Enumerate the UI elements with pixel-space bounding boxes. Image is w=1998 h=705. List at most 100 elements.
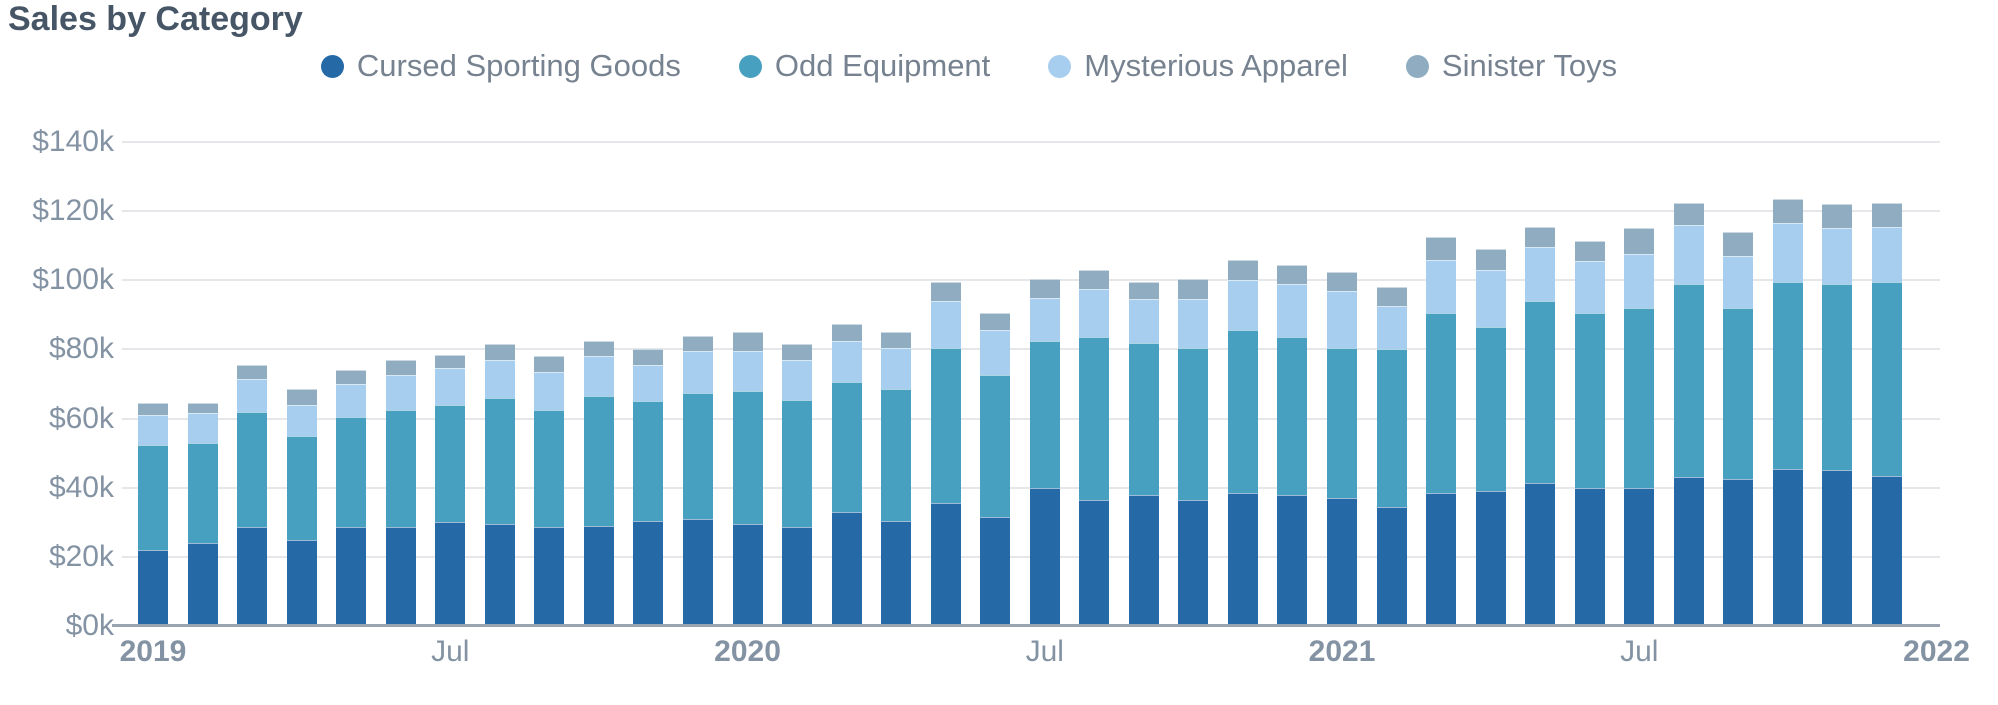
bar-segment-2021-09-sinister-toys[interactable] [1723, 231, 1754, 257]
bar-segment-2020-01-cursed-sporting-goods[interactable] [732, 524, 763, 626]
bar-segment-2019-04-odd-equipment[interactable] [286, 435, 317, 540]
bar-segment-2021-08-cursed-sporting-goods[interactable] [1673, 477, 1704, 626]
bar-segment-2019-08-odd-equipment[interactable] [484, 397, 515, 525]
bar-segment-2019-04-mysterious-apparel[interactable] [286, 404, 317, 436]
bar-segment-2020-11-sinister-toys[interactable] [1227, 259, 1258, 281]
bar-segment-2019-01-sinister-toys[interactable] [138, 403, 168, 416]
bar-segment-2021-08-sinister-toys[interactable] [1673, 202, 1704, 225]
bar-segment-2019-05-odd-equipment[interactable] [336, 416, 367, 528]
bar-segment-2021-06-mysterious-apparel[interactable] [1574, 261, 1605, 314]
bar-segment-2020-04-sinister-toys[interactable] [881, 332, 912, 348]
bar-segment-2020-05-odd-equipment[interactable] [930, 347, 961, 504]
bar-segment-2019-05-mysterious-apparel[interactable] [336, 384, 367, 417]
bar-segment-2021-07-mysterious-apparel[interactable] [1624, 254, 1655, 308]
bar-segment-2020-09-mysterious-apparel[interactable] [1128, 299, 1159, 343]
bar-segment-2020-04-odd-equipment[interactable] [881, 389, 912, 521]
bar-segment-2021-08-mysterious-apparel[interactable] [1673, 224, 1704, 284]
bar-segment-2020-05-mysterious-apparel[interactable] [930, 301, 961, 348]
legend-item-mysterious-apparel[interactable]: Mysterious Apparel [1048, 48, 1348, 84]
bar-segment-2021-06-cursed-sporting-goods[interactable] [1574, 487, 1605, 626]
bar-segment-2019-08-cursed-sporting-goods[interactable] [484, 524, 515, 626]
bar-segment-2020-08-mysterious-apparel[interactable] [1079, 288, 1110, 338]
bar-segment-2019-10-odd-equipment[interactable] [583, 396, 614, 526]
bar-segment-2020-05-sinister-toys[interactable] [930, 282, 961, 302]
bar-segment-2020-07-sinister-toys[interactable] [1029, 278, 1060, 298]
bar-segment-2019-02-sinister-toys[interactable] [187, 403, 218, 414]
bar-segment-2020-06-sinister-toys[interactable] [980, 313, 1011, 331]
bar-segment-2020-03-odd-equipment[interactable] [831, 382, 862, 512]
bar-segment-2021-12-odd-equipment[interactable] [1872, 282, 1902, 476]
bar-segment-2019-09-odd-equipment[interactable] [534, 409, 565, 528]
bar-segment-2020-12-odd-equipment[interactable] [1277, 337, 1308, 495]
bar-segment-2021-07-odd-equipment[interactable] [1624, 307, 1655, 488]
bar-segment-2021-12-cursed-sporting-goods[interactable] [1872, 475, 1902, 626]
bar-segment-2019-07-cursed-sporting-goods[interactable] [435, 522, 466, 626]
bar-segment-2021-10-cursed-sporting-goods[interactable] [1772, 468, 1803, 626]
bar-segment-2019-04-sinister-toys[interactable] [286, 389, 317, 405]
bar-segment-2020-09-odd-equipment[interactable] [1128, 342, 1159, 495]
bar-segment-2019-03-odd-equipment[interactable] [237, 411, 268, 528]
legend-item-sinister-toys[interactable]: Sinister Toys [1405, 48, 1617, 84]
bar-segment-2019-06-odd-equipment[interactable] [385, 409, 416, 528]
bar-segment-2021-05-mysterious-apparel[interactable] [1525, 247, 1556, 302]
bar-segment-2021-12-mysterious-apparel[interactable] [1872, 226, 1902, 283]
bar-segment-2021-01-cursed-sporting-goods[interactable] [1327, 498, 1358, 626]
bar-segment-2019-07-sinister-toys[interactable] [435, 354, 466, 369]
bar-segment-2020-03-sinister-toys[interactable] [831, 323, 862, 341]
bar-segment-2019-09-mysterious-apparel[interactable] [534, 371, 565, 410]
bar-segment-2019-07-mysterious-apparel[interactable] [435, 368, 466, 405]
bar-segment-2021-03-mysterious-apparel[interactable] [1426, 259, 1457, 314]
bar-segment-2019-05-cursed-sporting-goods[interactable] [336, 527, 367, 626]
bar-segment-2019-04-cursed-sporting-goods[interactable] [286, 539, 317, 626]
bar-segment-2019-10-mysterious-apparel[interactable] [583, 356, 614, 397]
bar-segment-2019-03-mysterious-apparel[interactable] [237, 378, 268, 412]
bar-segment-2019-01-odd-equipment[interactable] [138, 444, 168, 550]
bar-segment-2020-06-mysterious-apparel[interactable] [980, 330, 1011, 376]
bar-segment-2021-11-sinister-toys[interactable] [1822, 204, 1853, 229]
bar-segment-2020-03-mysterious-apparel[interactable] [831, 340, 862, 383]
bar-segment-2020-05-cursed-sporting-goods[interactable] [930, 503, 961, 626]
legend-item-cursed-sporting-goods[interactable]: Cursed Sporting Goods [320, 48, 681, 84]
bar-segment-2021-02-odd-equipment[interactable] [1376, 349, 1407, 507]
bar-segment-2021-03-cursed-sporting-goods[interactable] [1426, 492, 1457, 626]
bar-segment-2020-12-sinister-toys[interactable] [1277, 264, 1308, 284]
bar-segment-2021-04-odd-equipment[interactable] [1475, 326, 1506, 492]
bar-segment-2019-11-sinister-toys[interactable] [633, 349, 664, 365]
bar-segment-2019-01-cursed-sporting-goods[interactable] [138, 549, 168, 626]
bar-segment-2021-02-mysterious-apparel[interactable] [1376, 306, 1407, 350]
bar-segment-2020-02-odd-equipment[interactable] [782, 399, 813, 528]
bar-segment-2021-09-mysterious-apparel[interactable] [1723, 256, 1754, 308]
bar-segment-2021-01-mysterious-apparel[interactable] [1327, 290, 1358, 348]
bar-segment-2020-12-cursed-sporting-goods[interactable] [1277, 494, 1308, 626]
bar-segment-2020-10-mysterious-apparel[interactable] [1178, 299, 1209, 348]
bar-segment-2020-10-sinister-toys[interactable] [1178, 278, 1209, 300]
bar-segment-2020-10-cursed-sporting-goods[interactable] [1178, 499, 1209, 626]
bar-segment-2019-10-cursed-sporting-goods[interactable] [583, 525, 614, 626]
bar-segment-2021-11-mysterious-apparel[interactable] [1822, 228, 1853, 284]
bar-segment-2020-01-sinister-toys[interactable] [732, 332, 763, 352]
bar-segment-2021-07-sinister-toys[interactable] [1624, 228, 1655, 255]
bar-segment-2021-01-odd-equipment[interactable] [1327, 347, 1358, 499]
bar-segment-2020-09-cursed-sporting-goods[interactable] [1128, 494, 1159, 626]
bar-segment-2021-05-sinister-toys[interactable] [1525, 226, 1556, 248]
bar-segment-2021-02-sinister-toys[interactable] [1376, 287, 1407, 307]
bar-segment-2021-07-cursed-sporting-goods[interactable] [1624, 487, 1655, 626]
bar-segment-2021-11-odd-equipment[interactable] [1822, 283, 1853, 471]
bar-segment-2020-02-cursed-sporting-goods[interactable] [782, 527, 813, 626]
bar-segment-2020-08-odd-equipment[interactable] [1079, 337, 1110, 500]
bar-segment-2019-08-sinister-toys[interactable] [484, 344, 515, 360]
bar-segment-2019-12-sinister-toys[interactable] [682, 335, 713, 352]
bar-segment-2021-04-sinister-toys[interactable] [1475, 249, 1506, 270]
bar-segment-2020-12-mysterious-apparel[interactable] [1277, 283, 1308, 338]
bar-segment-2020-07-cursed-sporting-goods[interactable] [1029, 487, 1060, 626]
bar-segment-2019-06-sinister-toys[interactable] [385, 359, 416, 376]
bar-segment-2021-06-odd-equipment[interactable] [1574, 313, 1605, 488]
bar-segment-2021-10-sinister-toys[interactable] [1772, 199, 1803, 224]
bar-segment-2021-01-sinister-toys[interactable] [1327, 271, 1358, 291]
bar-segment-2019-12-mysterious-apparel[interactable] [682, 351, 713, 393]
bar-segment-2020-06-odd-equipment[interactable] [980, 375, 1011, 518]
bar-segment-2019-11-cursed-sporting-goods[interactable] [633, 520, 664, 626]
bar-segment-2019-06-cursed-sporting-goods[interactable] [385, 527, 416, 626]
bar-segment-2021-12-sinister-toys[interactable] [1872, 202, 1902, 227]
bar-segment-2019-12-odd-equipment[interactable] [682, 392, 713, 519]
